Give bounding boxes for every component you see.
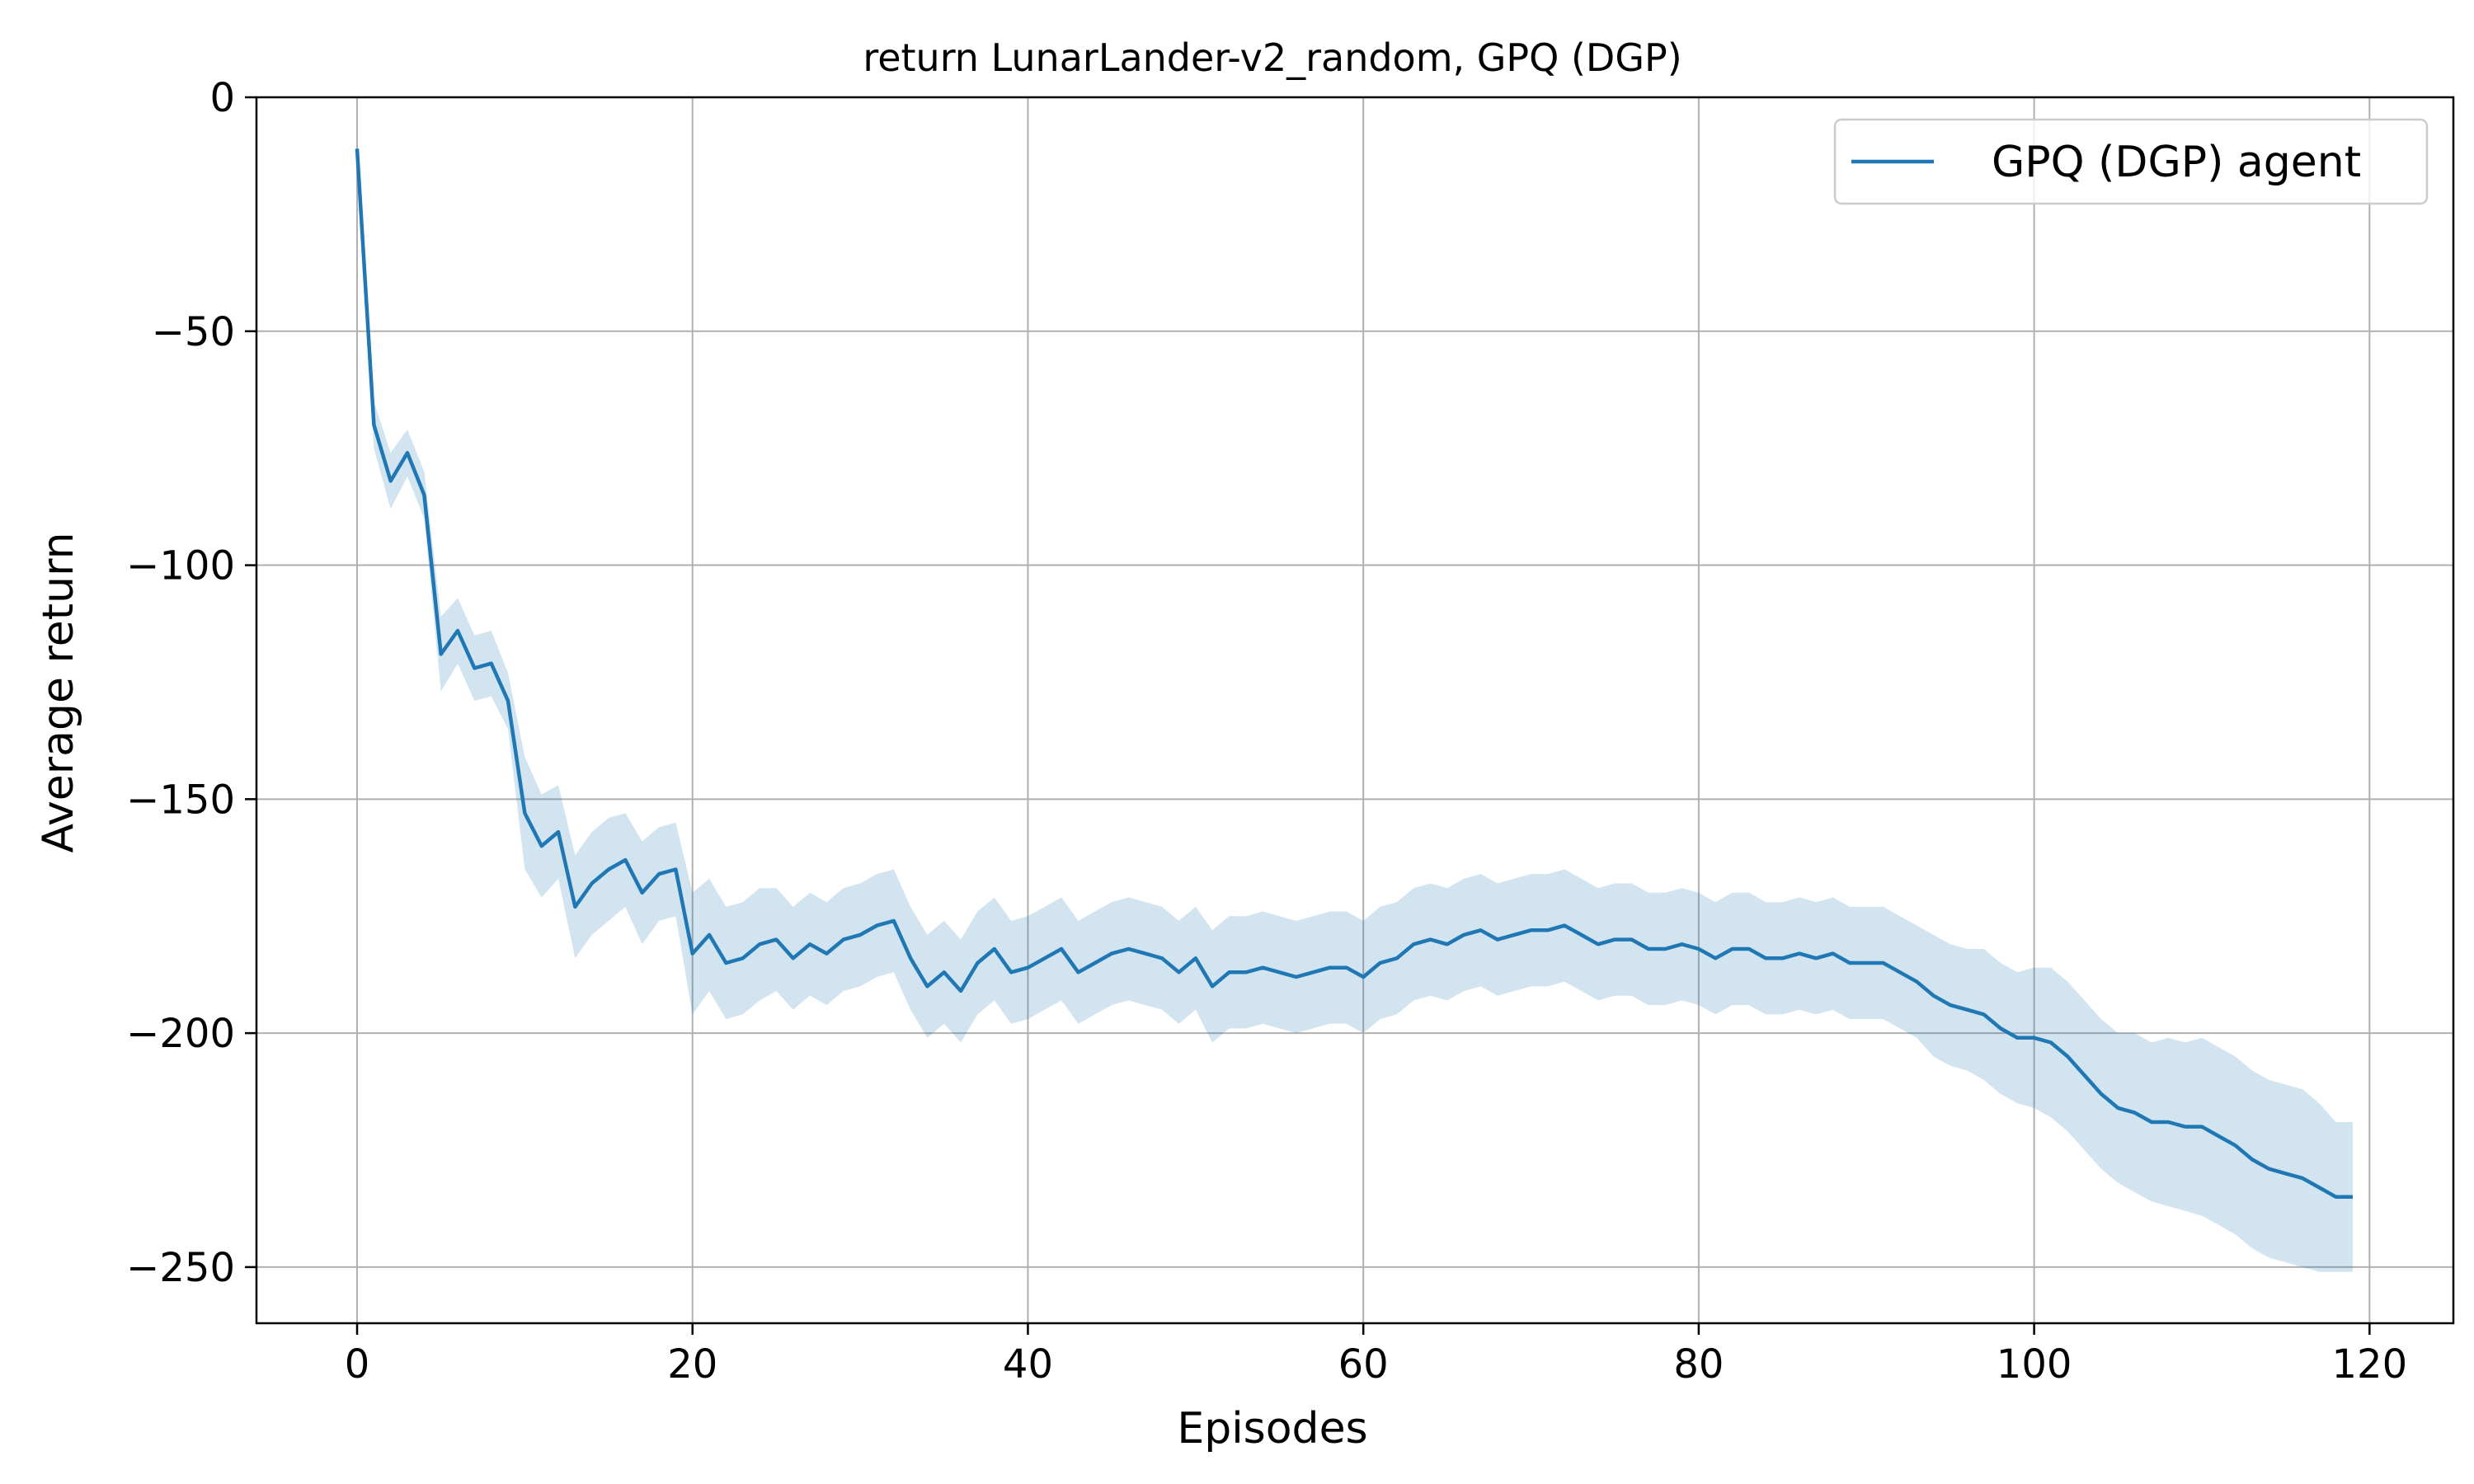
y-tick-label: −150 (126, 777, 235, 823)
x-axis-ticks: 0 20 40 60 80 100 120 (345, 1323, 2407, 1388)
legend-label: GPQ (DGP) agent (1992, 138, 2361, 187)
legend-box (1833, 118, 2429, 205)
confidence-bands (357, 148, 2353, 1272)
y-tick-label: −100 (126, 543, 235, 589)
x-tick-label: 0 (345, 1341, 370, 1388)
x-tick-label: 120 (2332, 1341, 2408, 1388)
x-tick-label: 60 (1338, 1341, 1389, 1388)
x-tick-label: 100 (1997, 1341, 2072, 1388)
grid-lines (256, 96, 2453, 1323)
x-tick-label: 80 (1673, 1341, 1724, 1388)
chart-title: return LunarLander-v2_random, GPQ (DGP) (863, 35, 1681, 80)
x-tick-label: 40 (1003, 1341, 1053, 1388)
y-tick-label: −200 (126, 1011, 235, 1057)
series-lines (355, 148, 2353, 1200)
confidence-band (357, 148, 2353, 1272)
plot-frame (255, 96, 2455, 1325)
series-line (355, 148, 2353, 1200)
x-tick-label: 20 (667, 1341, 717, 1388)
y-tick-label: −250 (126, 1245, 235, 1291)
y-axis-ticks: 0 −50 −100 −150 −200 −250 (126, 75, 256, 1291)
y-tick-label: 0 (209, 75, 235, 121)
y-axis-label: Average return (34, 532, 83, 852)
y-tick-label: −50 (152, 309, 235, 355)
legend: GPQ (DGP) agent (1833, 118, 2429, 205)
x-axis-label: Episodes (1177, 1404, 1367, 1453)
